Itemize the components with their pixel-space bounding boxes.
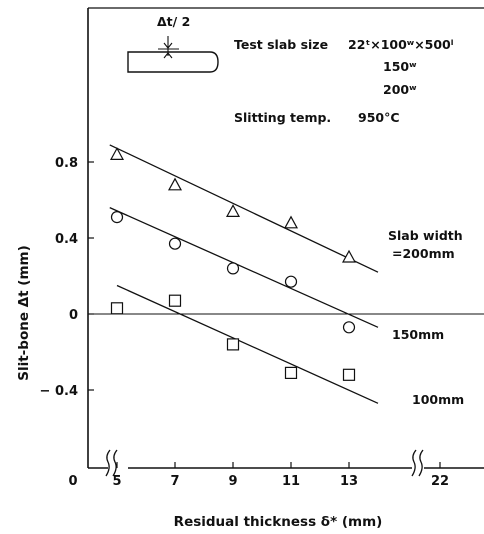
series-label-triangle: =200mm (392, 246, 455, 261)
regression-lines (109, 144, 379, 404)
data-markers (109, 147, 357, 381)
circle-marker (226, 262, 240, 275)
slit-depth-arrowhead-top (163, 42, 173, 49)
triangle-marker (109, 147, 125, 160)
x-tick-label: 9 (228, 474, 237, 489)
y-tick-label: − 0.4 (40, 384, 78, 399)
circle-marker (110, 211, 124, 224)
circle-marker (342, 321, 356, 334)
test-slab-label: Test slab size (234, 37, 328, 52)
x-tick-label: 11 (282, 474, 300, 489)
x-tick-label: 22 (431, 474, 449, 489)
series-labels: Slab width =200mm 150mm 100mm (388, 228, 464, 407)
test-slab-value-3: 200ʷ (383, 82, 417, 97)
x-tick-label: 5 (112, 474, 121, 489)
square-marker (110, 302, 124, 315)
circle-marker (168, 237, 182, 250)
test-slab-value-1: 22ᵗ×100ʷ×500ˡ (348, 37, 454, 52)
circle-marker (284, 275, 298, 288)
x-tick-label: 7 (170, 474, 179, 489)
y-tick-label: 0.4 (55, 232, 78, 247)
slitting-temp-value: 950°C (358, 110, 400, 125)
y-tick-label: 0 (69, 308, 78, 323)
x-axis-ticks: 0 5 7 9 11 13 22 (68, 462, 449, 489)
x-axis-break-left (105, 449, 118, 477)
x-tick-label: 0 (68, 474, 77, 489)
x-axis-break-right (411, 449, 424, 477)
slab-outline (127, 51, 219, 73)
fit-line-square (116, 284, 379, 404)
series-label-triangle: Slab width (388, 228, 463, 243)
fit-line-circle (109, 207, 379, 328)
x-axis-label: Residual thickness δ* (mm) (174, 514, 383, 530)
y-tick-label: 0.8 (55, 156, 78, 171)
square-marker (168, 294, 182, 307)
slab-cross-section-inset: Δt/ 2 (127, 14, 219, 73)
triangle-marker (225, 204, 241, 217)
slitting-temp-label: Slitting temp. (234, 110, 331, 125)
series-label-circle: 150mm (392, 327, 444, 342)
inset-label: Δt/ 2 (157, 14, 190, 29)
slit-depth-arrowhead-bottom (163, 52, 173, 59)
series-label-square: 100mm (412, 392, 464, 407)
square-marker (226, 338, 240, 351)
test-slab-value-2: 150ʷ (383, 59, 417, 74)
square-marker (284, 366, 298, 379)
square-marker (342, 368, 356, 381)
x-tick-label: 13 (340, 474, 358, 489)
conditions-annotation: Test slab size 22ᵗ×100ʷ×500ˡ 150ʷ 200ʷ S… (234, 37, 454, 125)
triangle-marker (341, 249, 357, 263)
fit-line-triangle (109, 144, 379, 273)
y-axis-label: Slit-bone Δt (mm) (16, 245, 32, 381)
triangle-marker (283, 215, 299, 229)
triangle-marker (167, 177, 183, 191)
y-axis-ticks: 0.8 0.4 0 − 0.4 (40, 156, 94, 399)
